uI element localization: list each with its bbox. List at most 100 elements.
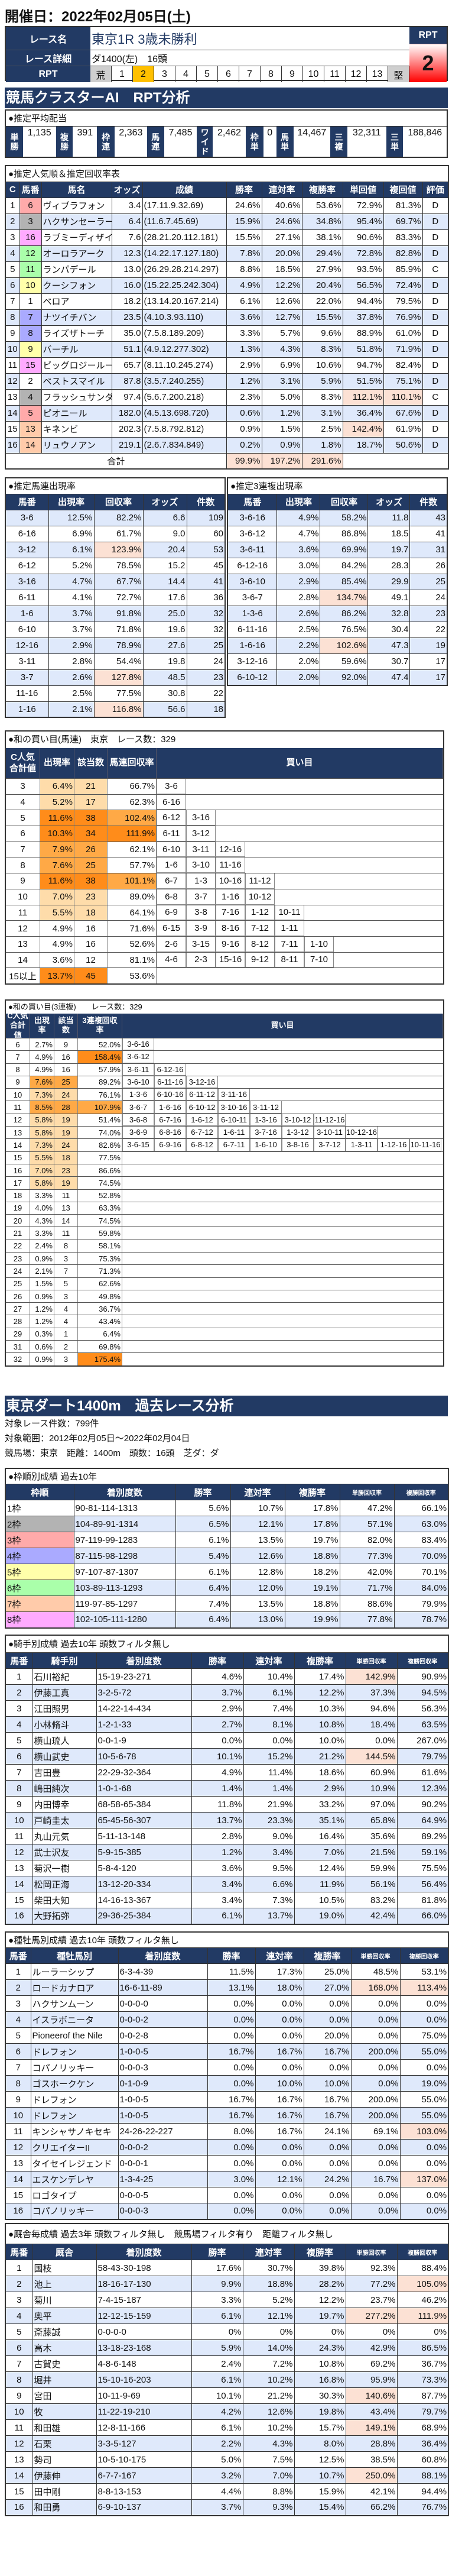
column-header: 着別度数 (118, 1947, 208, 1965)
return-rate: 127.8% (93, 669, 144, 686)
horse-number: 16 (19, 229, 42, 246)
count: 41 (186, 573, 226, 590)
number: 15 (5, 2187, 31, 2204)
hit-count: 26 (74, 842, 108, 857)
table-row: 5 斎藤誠 0-0-0-0 0% 0% 0% 0% 0% (5, 2323, 449, 2341)
win-return: 200.0% (350, 2107, 401, 2124)
win-rate: 1.2% (191, 1844, 244, 1861)
name: 横山琉人 (32, 1732, 97, 1749)
odds: 202.3 (111, 420, 143, 438)
win-return: 94.7% (342, 357, 384, 374)
table-row: 10 9 バーチル 51.1 (4.9.12.277.302) 1.3% 4.3% 8.3% 5… (5, 341, 449, 358)
buy-combo: 10-11 (275, 905, 304, 921)
show-rate: 16.8% (294, 2371, 346, 2389)
place2-rate: 12.1% (255, 2171, 304, 2188)
odds: 56.6 (142, 701, 187, 718)
show-rate: 10.5% (294, 1892, 346, 1909)
table-row: 29 0.3% 1 6.4% (6, 1327, 443, 1341)
hit-count: 25 (74, 857, 108, 873)
column-header: 勝率 (207, 1947, 256, 1965)
return-rate: 58.2% (320, 509, 369, 526)
appearance-rate: 3.7% (48, 621, 95, 638)
payout-value: 391 (77, 128, 93, 138)
win-return: 47.2% (339, 1500, 395, 1517)
appearance-rate: 4.9% (40, 921, 74, 936)
appearance-rate: 5.2% (40, 794, 74, 810)
show-rate: 16.7% (303, 2043, 352, 2060)
table-row: 2 伊藤工真 3-2-5-72 3.7% 6.1% 12.2% 37.3% 94.5% (5, 1684, 449, 1701)
combo: 3-6-16 (227, 509, 278, 526)
show-return: 63.5% (396, 1716, 449, 1733)
appearance-rate: 7.0% (30, 1164, 54, 1177)
buy-combo: 3-7-16 (250, 1127, 282, 1139)
column-header: 厩舎 (32, 2244, 97, 2261)
return-rate: 84.2% (320, 557, 369, 574)
hit-count: 18 (74, 905, 108, 921)
win-rate: 17.6% (191, 2260, 243, 2277)
show-return: 79.7% (396, 2403, 449, 2420)
odds: 18.5 (367, 525, 411, 542)
buy-combo: 6-9-16 (154, 1139, 186, 1151)
show-return: 0% (396, 2323, 449, 2341)
buy-combo: 15-16 (216, 952, 245, 968)
c-rank: 2 (5, 213, 20, 230)
frame: 8枠 (5, 1611, 74, 1629)
payout-box: ●推定平均配当 単勝 1,135 複勝 391 枠連 2,363 馬連 7,485 ワイド 2,4… (5, 109, 448, 158)
place2-rate: 7.5% (242, 2451, 295, 2468)
table-row: 4 イスラボニータ 0-0-0-2 0.0% 0.0% 0.0% 0.0% 0.0% (5, 2011, 449, 2028)
table-row: 11 キンシャサノキセキ 24-26-22-227 8.0% 16.7% 24.1% 69.… (5, 2123, 449, 2140)
count: 22 (186, 685, 226, 702)
table-row: 11-16 2.5% 77.5% 30.8 22 (5, 685, 226, 702)
show-return: 46.2% (396, 2292, 449, 2309)
name: 田中剛 (32, 2483, 97, 2500)
buy-combo: 7-16 (216, 905, 245, 921)
table-row: 7 4.9% 16 158.4% 3-6-12 (6, 1050, 443, 1063)
odds: 32.8 (367, 605, 411, 622)
table-row: 13 4.9% 16 52.6% 2-6 3-15 9-16 8-12 7-11 1-10 (6, 936, 443, 952)
buy-combo: 6-8 (157, 889, 186, 905)
place2-rate: 18.5% (261, 261, 302, 278)
appearance-rate: 2.6% (48, 669, 95, 686)
record: 10-5-10-175 (96, 2451, 192, 2468)
show-rate: 0.0% (303, 2187, 352, 2204)
record: 1-2-1-33 (96, 1716, 192, 1733)
column-header: 複勝率 (284, 1484, 340, 1501)
odds: 47.3 (367, 637, 411, 654)
column-header: 枠順 (5, 1484, 74, 1501)
win-return: 0.0% (350, 1995, 401, 2012)
return-rate: 123.9% (93, 541, 144, 558)
hit-count: 45 (74, 968, 108, 983)
horse-number: 13 (19, 420, 42, 438)
buy-combo: 1-6-12 (186, 1114, 218, 1127)
table-row: 18 3.3% 11 52.8% (6, 1189, 443, 1202)
buy-combo: 7-11 (275, 936, 304, 952)
hit-count: 34 (74, 826, 108, 842)
c-sum: 8 (6, 857, 40, 873)
column-header: 連対率 (242, 2244, 295, 2261)
odds: 51.1 (111, 341, 143, 358)
show-rate: 17.8% (284, 1500, 340, 1517)
count: 18 (186, 701, 226, 718)
horse-name: ベストスマイル (41, 373, 112, 390)
table-row: 3-6-16 4.9% 58.2% 11.8 43 (227, 509, 448, 526)
place2-rate: 10.4% (243, 1668, 295, 1685)
show-return: 56.4% (396, 1876, 449, 1893)
appearance-rate: 2.8% (276, 589, 321, 606)
win-return: 0.0% (350, 2139, 401, 2156)
show-rate: 29.4% (301, 245, 343, 262)
payout-type-label: 馬連 (147, 127, 164, 157)
return-rate: 92.0% (320, 669, 369, 686)
c-sum: 4 (6, 794, 40, 810)
show-return: 88.1% (396, 2467, 449, 2484)
horse-number: 3 (19, 213, 42, 230)
win-return: 149.1% (345, 2419, 398, 2436)
win-return: 65.8% (345, 1812, 398, 1829)
show-rate: 19.8% (294, 2403, 346, 2420)
table-row: 12 4.9% 16 71.6% 6-15 3-9 8-16 7-12 1-11 (6, 920, 443, 936)
show-return: 59.1% (396, 1844, 449, 1861)
win-return: 0.0% (350, 2203, 401, 2220)
count: 17 (409, 653, 448, 670)
column-header: 出現率 (48, 493, 95, 510)
c-rank: 11 (5, 357, 20, 374)
show-return: 81.8% (396, 1892, 449, 1909)
